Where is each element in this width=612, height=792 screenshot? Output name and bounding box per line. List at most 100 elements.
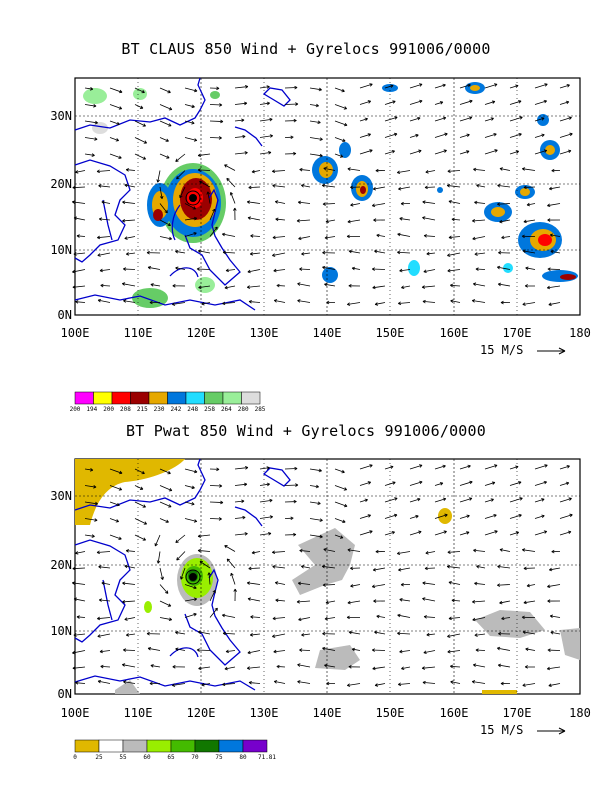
- colorbar-tick-label: 248: [187, 406, 199, 413]
- wind-arrow: [197, 168, 211, 172]
- wind-arrow: [84, 104, 97, 108]
- wind-arrow: [184, 232, 197, 237]
- wind-arrow: [99, 268, 111, 273]
- wind-arrow: [159, 104, 173, 111]
- colorbar-tick-label: 200: [69, 406, 81, 413]
- wind-arrow: [122, 200, 136, 205]
- lat-label: 10N: [50, 624, 72, 638]
- colorbar-tick-label: 215: [136, 406, 148, 413]
- wind-arrow: [550, 630, 561, 635]
- wind-arrow: [526, 583, 536, 588]
- wind-arrow: [99, 649, 111, 654]
- wind-arrow: [175, 266, 186, 270]
- wind-arrow: [384, 465, 394, 470]
- wind-arrow: [84, 120, 99, 125]
- wind-arrow: [447, 252, 461, 257]
- wind-arrow: [346, 302, 361, 306]
- colorbar-tick-label: 0: [73, 754, 77, 761]
- wind-arrow: [134, 518, 148, 525]
- wind-arrow: [551, 168, 561, 173]
- wind-arrow: [359, 514, 371, 519]
- wind-arrow: [230, 572, 236, 585]
- wind-arrow: [384, 150, 396, 155]
- wind-arrow: [98, 184, 111, 188]
- wind-arrow: [509, 531, 520, 536]
- wind-arrow: [147, 265, 161, 270]
- wind-arrow: [247, 269, 261, 274]
- wind-arrow: [159, 584, 169, 594]
- wind-arrow: [284, 516, 294, 521]
- wind-arrow: [509, 116, 523, 122]
- wind-arrow: [159, 501, 172, 508]
- wind-arrow: [449, 283, 461, 288]
- wind-arrow: [409, 497, 421, 503]
- wind-arrow: [523, 600, 536, 605]
- wind-arrow: [172, 664, 186, 669]
- wind-arrow: [297, 200, 311, 205]
- wind-arrow: [549, 233, 561, 238]
- wind-arrow: [498, 631, 511, 636]
- wind-arrow: [426, 632, 436, 637]
- wind-arrow: [484, 498, 494, 503]
- wind-arrow: [84, 518, 98, 522]
- wind-arrow: [234, 515, 246, 520]
- wind-arrow: [524, 665, 536, 669]
- wind-arrow: [509, 100, 522, 105]
- wind-arrow: [521, 234, 536, 239]
- wind-arrow: [484, 100, 496, 105]
- wind-arrow: [259, 531, 272, 536]
- wind-arrow: [84, 87, 94, 91]
- wind-arrow: [284, 85, 298, 90]
- wind-arrow: [534, 498, 545, 503]
- wind-arrow: [434, 482, 444, 486]
- wind-arrow: [197, 534, 211, 538]
- wind-arrow: [125, 168, 136, 172]
- wind-arrow: [229, 192, 236, 204]
- wind-arrow: [246, 285, 261, 289]
- wind-arrow: [197, 548, 211, 553]
- wind-arrow: [175, 534, 186, 544]
- wind-arrow: [84, 468, 94, 472]
- wind-arrow: [246, 200, 261, 204]
- wind-arrow: [446, 183, 461, 188]
- wind-arrow: [422, 680, 436, 685]
- wind-arrow: [259, 515, 274, 519]
- wind-arrow: [421, 666, 436, 670]
- colorbar-tick-label: 75: [215, 754, 223, 761]
- wind-arrow: [84, 137, 98, 141]
- wind-arrow: [374, 249, 386, 254]
- wind-arrow: [424, 185, 436, 190]
- colorbar-tick-label: 280: [237, 406, 249, 413]
- wind-arrow: [348, 249, 361, 254]
- wind-arrow: [159, 137, 169, 142]
- wind-arrow: [299, 648, 311, 652]
- wind-arrow: [134, 534, 147, 541]
- wind-arrow: [197, 630, 211, 635]
- wind-arrow: [425, 551, 436, 555]
- wind-arrow: [523, 566, 536, 571]
- wind-arrow: [201, 301, 211, 306]
- colorbar-tick-label: 285: [254, 406, 266, 413]
- wind-arrow: [348, 665, 361, 669]
- wind-arrow: [300, 183, 311, 188]
- wind-arrow: [559, 497, 572, 503]
- wind-arrow: [559, 513, 573, 519]
- wind-arrow: [248, 566, 261, 571]
- wind-arrow: [398, 301, 411, 306]
- wind-arrow: [71, 200, 86, 204]
- wind-arrow: [259, 150, 272, 155]
- wind-arrow: [171, 683, 186, 687]
- wind-arrow: [124, 564, 136, 569]
- wind-arrow: [409, 83, 423, 89]
- wind-arrow: [73, 633, 86, 637]
- wind-arrow: [322, 583, 336, 587]
- wind-arrow: [147, 646, 161, 651]
- wind-arrow: [171, 302, 186, 306]
- wind-arrow: [374, 630, 386, 635]
- wind-arrow: [397, 250, 411, 255]
- wind-arrow: [525, 266, 536, 271]
- wind-arrow: [272, 565, 286, 569]
- wind-arrow: [447, 633, 461, 638]
- wind-arrow: [421, 285, 436, 289]
- wind-arrow: [84, 153, 95, 157]
